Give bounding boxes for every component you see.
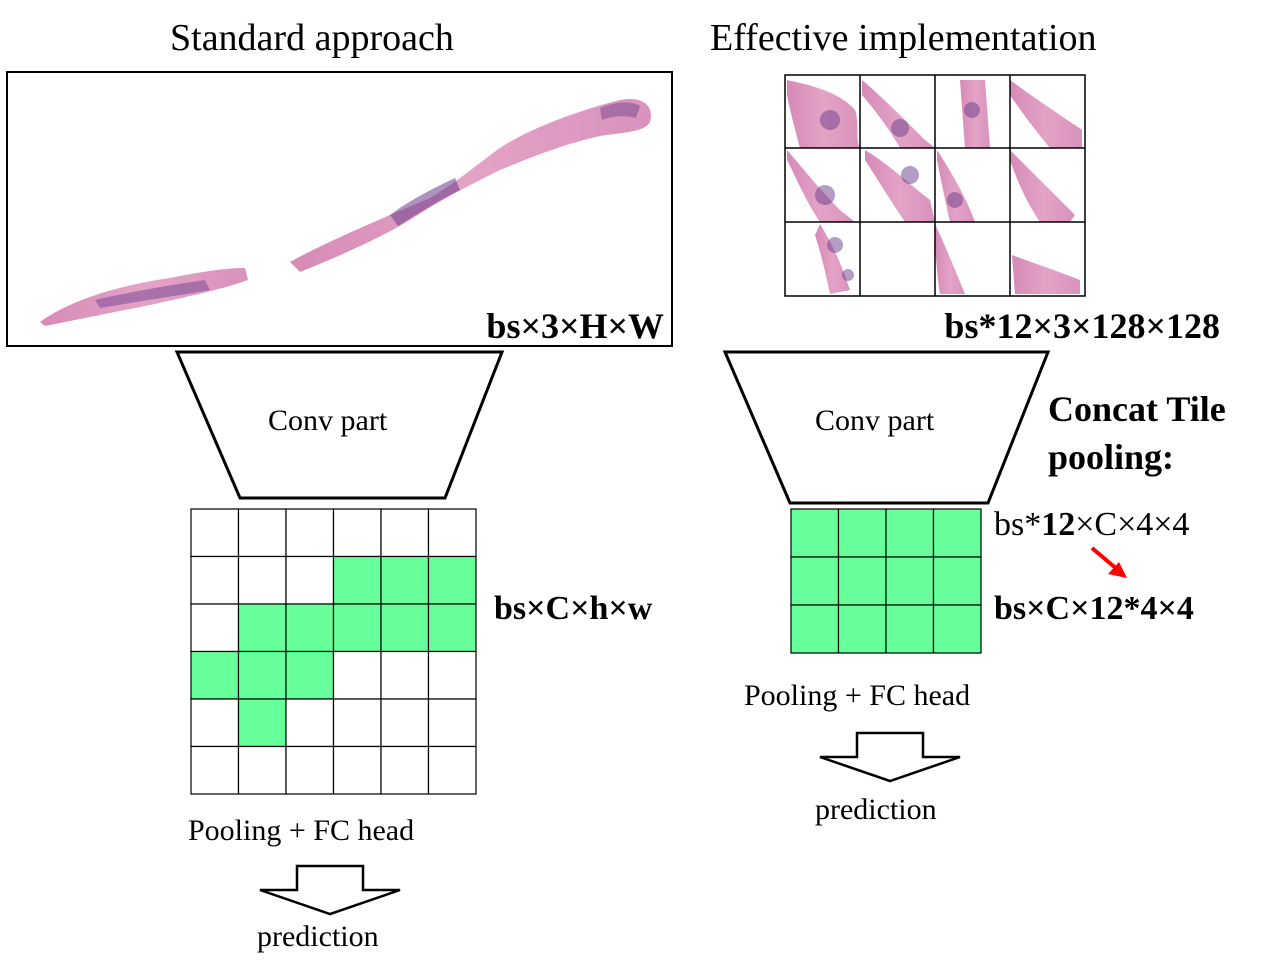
concat-title-line1: Concat Tile (1048, 389, 1226, 429)
grid-cell (237, 603, 287, 653)
conv-label-right: Conv part (815, 404, 935, 437)
grid-cell (427, 508, 477, 558)
grid-cell (332, 508, 382, 558)
grid-cell (190, 508, 240, 558)
right-title: Effective implementation (710, 17, 1097, 59)
shape-before-reshape: bs*12×C×4×4 (994, 506, 1190, 543)
head-label-left: Pooling + FC head (188, 814, 415, 847)
grid-cell (285, 603, 335, 653)
conv-block-left (174, 350, 505, 500)
grid-cell (427, 698, 477, 748)
grid-cell (932, 508, 982, 558)
feature-grid-left (190, 508, 477, 795)
grid-cell (885, 508, 935, 558)
reshape-arrow (1090, 546, 1127, 578)
output-label-left: prediction (257, 920, 379, 953)
conv-label-left: Conv part (268, 404, 388, 437)
grid-cell (190, 650, 240, 700)
grid-cell (932, 556, 982, 606)
conv-block-right (722, 350, 1051, 505)
grid-cell (380, 603, 430, 653)
grid-cell (332, 603, 382, 653)
grid-cell (790, 556, 840, 606)
grid-cell (332, 698, 382, 748)
grid-cell (427, 603, 477, 653)
grid-cell (885, 556, 935, 606)
grid-cell (932, 604, 982, 654)
grid-cell (427, 650, 477, 700)
grid-cell (332, 650, 382, 700)
grid-cell (380, 745, 430, 795)
concat-title-line2: pooling: (1048, 437, 1175, 477)
grid-cell (427, 555, 477, 605)
left-title: Standard approach (170, 17, 454, 59)
grid-cell (237, 650, 287, 700)
feature-shape-label-left: bs×C×h×w (494, 590, 653, 627)
head-label-right: Pooling + FC head (744, 679, 971, 712)
grid-cell (380, 508, 430, 558)
grid-cell (380, 555, 430, 605)
grid-cell (190, 603, 240, 653)
input-shape-label-left: bs×3×H×W (486, 306, 664, 346)
grid-cell (285, 508, 335, 558)
grid-cell (237, 555, 287, 605)
grid-cell (837, 508, 887, 558)
grid-cell (190, 555, 240, 605)
grid-cell (190, 745, 240, 795)
grid-cell (285, 650, 335, 700)
grid-cell (427, 745, 477, 795)
grid-cell (380, 698, 430, 748)
grid-cell (790, 604, 840, 654)
grid-cell (190, 698, 240, 748)
grid-cell (790, 508, 840, 558)
shape-after-reshape: bs×C×12*4×4 (994, 590, 1194, 627)
grid-cell (237, 698, 287, 748)
tile-grid (784, 74, 1086, 297)
grid-cell (237, 508, 287, 558)
grid-cell (837, 556, 887, 606)
output-label-right: prediction (815, 793, 937, 826)
grid-cell (837, 604, 887, 654)
grid-cell (885, 604, 935, 654)
down-arrow-left (259, 864, 401, 916)
down-arrow-right (819, 731, 961, 783)
grid-cell (332, 555, 382, 605)
grid-cell (380, 650, 430, 700)
grid-cell (332, 745, 382, 795)
tissue-slide-image (40, 98, 651, 326)
grid-cell (285, 698, 335, 748)
feature-grid-right (790, 508, 982, 654)
tiles-shape-label: bs*12×3×128×128 (944, 306, 1220, 346)
grid-cell (237, 745, 287, 795)
grid-cell (285, 745, 335, 795)
grid-cell (285, 555, 335, 605)
